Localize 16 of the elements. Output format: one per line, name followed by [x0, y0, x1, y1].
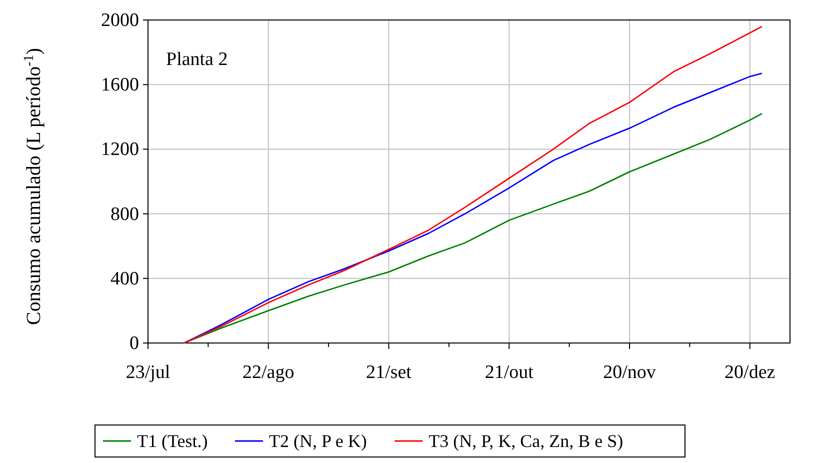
legend-label: T3 (N, P, K, Ca, Zn, B e S)	[428, 431, 624, 451]
annotation: Planta 2	[166, 49, 228, 70]
legend-label: T1 (Test.)	[137, 431, 208, 451]
x-tick-label: 21/out	[484, 362, 534, 383]
y-tick-label: 2000	[101, 10, 139, 31]
legend-label: T2 (N, P e K)	[269, 431, 367, 451]
x-tick-label: 20/dez	[724, 362, 776, 383]
x-tick-label: 21/set	[366, 362, 412, 383]
y-tick-label: 400	[110, 268, 139, 290]
x-tick-label: 23/jul	[126, 362, 170, 383]
y-tick-label: 800	[110, 204, 139, 225]
y-tick-label: 1200	[101, 139, 139, 160]
x-tick-label: 20/nov	[603, 362, 656, 383]
y-tick-label: 0	[130, 333, 139, 354]
y-tick-label: 1600	[101, 74, 139, 96]
x-tick-label: 22/ago	[242, 362, 294, 383]
